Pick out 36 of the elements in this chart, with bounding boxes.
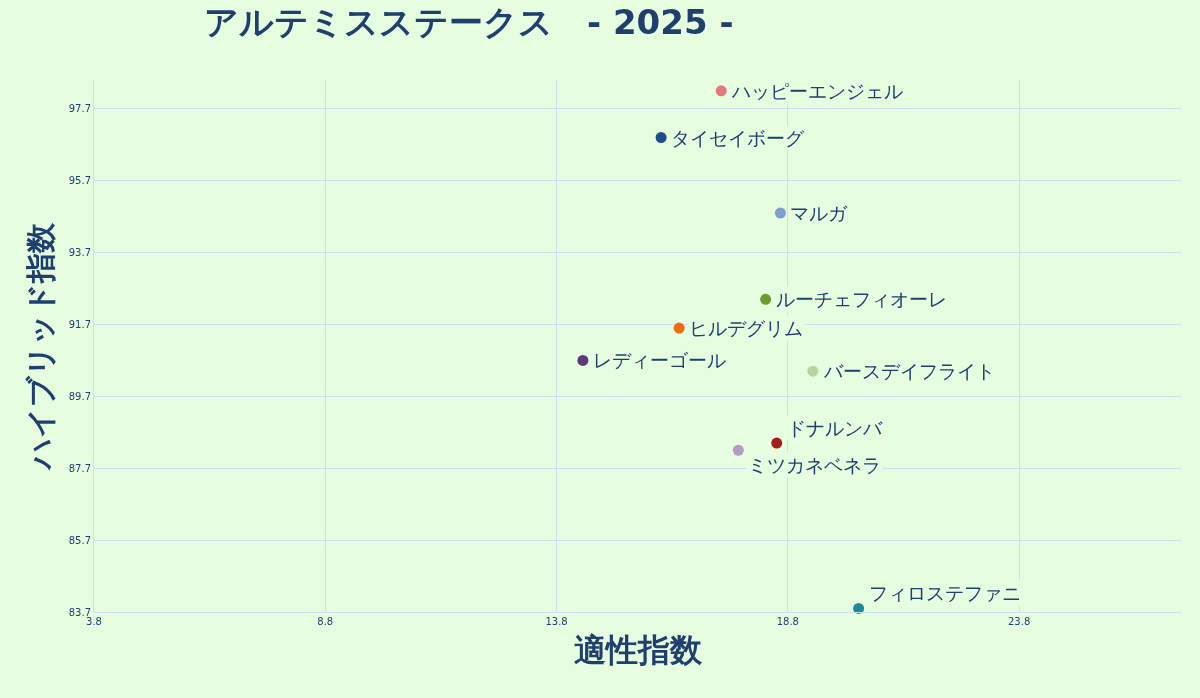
point: [853, 602, 865, 614]
y-tick-label: 83.7: [68, 606, 91, 618]
point: [732, 444, 744, 456]
y-tick-label: 95.7: [68, 175, 91, 187]
point: [760, 293, 772, 305]
series-label: ミツカネベネラ: [748, 454, 881, 476]
x-tick-label: 13.8: [545, 616, 568, 627]
point: [673, 322, 685, 334]
x-tick-label: 3.8: [86, 616, 102, 627]
series-label: ルーチェフィオーレ: [776, 288, 947, 310]
series-label: タイセイボーグ: [671, 127, 805, 149]
chart-title: アルテミスステークス - 2025 -: [204, 2, 734, 43]
x-tick-label: 8.8: [317, 616, 334, 627]
y-tick-label: 93.7: [68, 247, 91, 259]
point: [577, 354, 589, 366]
series-label: ドナルンバ: [787, 417, 883, 439]
series-label: ハッピーエンジェル: [731, 80, 903, 102]
x-tick-label: 23.8: [1007, 616, 1031, 627]
series-label: マルガ: [790, 202, 848, 224]
point: [774, 207, 786, 219]
y-tick-label: 87.7: [68, 462, 91, 474]
point: [655, 132, 667, 144]
point: [807, 365, 819, 377]
x-axis-title: 適性指数: [573, 630, 703, 669]
point: [715, 85, 727, 97]
y-tick-label: 91.7: [68, 318, 91, 330]
point: [771, 437, 783, 449]
y-tick-label: 85.7: [68, 534, 91, 546]
x-tick-label: 18.8: [776, 616, 799, 627]
y-tick-label: 89.7: [68, 390, 91, 402]
series-label: フィロステファニ: [869, 582, 1021, 604]
y-tick-label: 97.7: [68, 103, 91, 115]
y-axis-title: ハイブリッド指数: [22, 222, 58, 471]
series-label: バースデイフライト: [823, 360, 995, 382]
series-label: レディーゴール: [593, 349, 726, 371]
series-label: ヒルデグリム: [689, 317, 803, 339]
